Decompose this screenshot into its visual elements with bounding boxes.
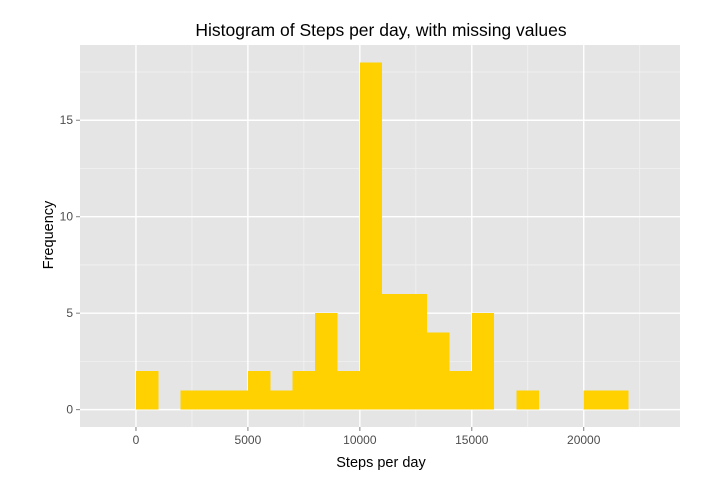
histogram-bar (583, 390, 607, 410)
y-tick-label: 15 (60, 113, 74, 127)
histogram-bar (225, 390, 248, 410)
histogram-bar (404, 293, 428, 410)
histogram-bar (516, 390, 539, 410)
x-axis: 0 5000 10000 15000 20000 (133, 427, 601, 447)
histogram-bar (606, 390, 629, 410)
histogram-bar (471, 313, 495, 410)
histogram-bar (427, 332, 450, 410)
y-axis: 0 5 10 15 (60, 113, 80, 417)
x-tick-label: 15000 (455, 433, 489, 447)
x-tick-label: 20000 (567, 433, 601, 447)
histogram-bars (135, 62, 629, 410)
histogram-bar (292, 371, 316, 410)
histogram-bar (359, 62, 383, 410)
chart-title: Histogram of Steps per day, with missing… (195, 20, 566, 40)
histogram-bar (247, 371, 271, 410)
histogram-bar (315, 313, 338, 410)
histogram-bar (337, 371, 360, 410)
y-tick-label: 0 (66, 403, 73, 417)
histogram-bar (449, 371, 472, 410)
y-tick-label: 5 (66, 306, 73, 320)
x-tick-label: 5000 (235, 433, 262, 447)
x-axis-title: Steps per day (336, 455, 426, 471)
histogram-bar (180, 390, 204, 410)
histogram-bar (203, 390, 226, 410)
histogram-bar (270, 390, 293, 410)
histogram-bar (382, 293, 405, 410)
y-axis-title: Frequency (41, 200, 57, 269)
histogram-bar (135, 371, 159, 410)
x-tick-label: 0 (133, 433, 140, 447)
y-tick-label: 10 (60, 210, 74, 224)
x-tick-label: 10000 (343, 433, 377, 447)
